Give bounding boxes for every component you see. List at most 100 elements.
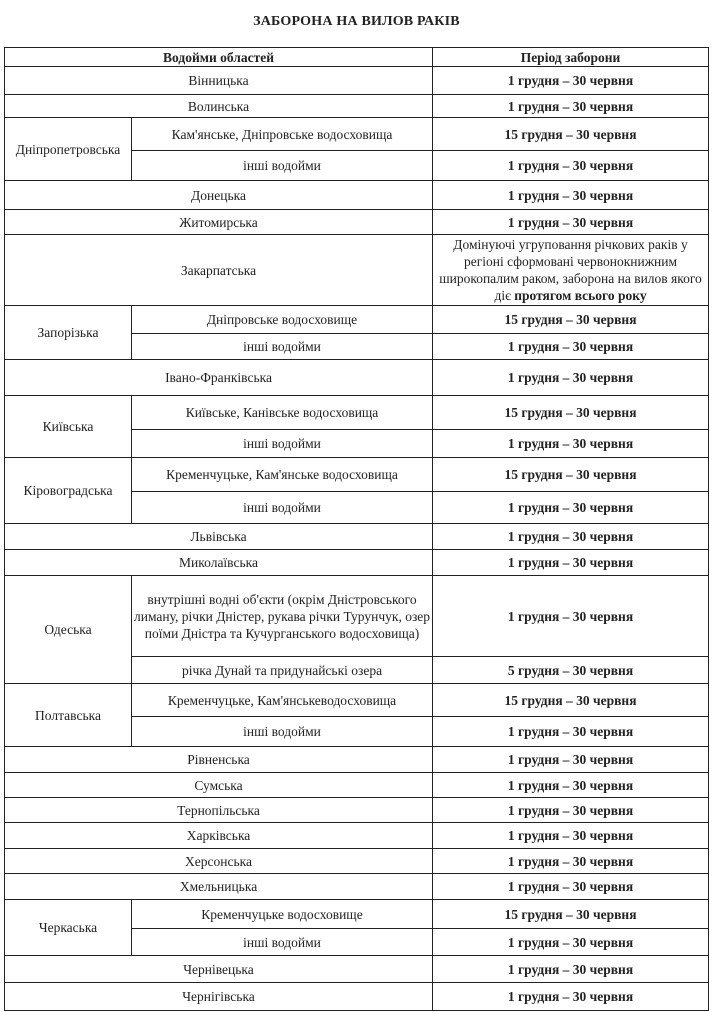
table-row: інші водойми 1 грудня – 30 червня <box>5 333 710 360</box>
header-waters: Водойми областей <box>3 47 434 67</box>
water-body-cell: інші водойми <box>130 716 434 747</box>
region-cell: Вінницька <box>3 66 434 95</box>
header-period: Період заборони <box>432 47 710 67</box>
region-cell: Полтавська <box>4 683 132 747</box>
period-cell: Домінуючі угруповання річкових раків у р… <box>432 234 710 306</box>
period-cell: 1 грудня – 30 червня <box>432 94 710 118</box>
table-row: Миколаївська 1 грудня – 30 червня <box>3 549 710 576</box>
period-cell: 1 грудня – 30 червня <box>432 928 710 956</box>
region-cell: Житомирська <box>3 209 434 235</box>
region-cell: Кіровоградська <box>4 457 132 524</box>
crayfish-ban-table: Водойми областей Період заборони Вінниць… <box>3 47 710 1011</box>
table-row: Кіровоградська Кременчуцьке, Кам'янське в… <box>4 457 710 524</box>
period-cell: 1 грудня – 30 червня <box>432 575 710 657</box>
water-body-cell: річка Дунай та придунайські озера <box>130 656 434 684</box>
period-cell: 1 грудня – 30 червня <box>432 359 710 396</box>
water-body-cell: Дніпровське водосховище <box>130 305 434 334</box>
water-body-cell: Кременчуцьке, Кам'янськеводосховища <box>130 683 434 717</box>
region-cell: Запорізька <box>4 305 132 360</box>
period-cell: 1 грудня – 30 червня <box>432 66 710 95</box>
water-body-cell: Кременчуцьке, Кам'янське водосховища <box>130 457 434 492</box>
table-row: Київська Київське, Канівське водосховища 1… <box>4 395 710 458</box>
period-cell: 1 грудня – 30 червня <box>432 333 710 360</box>
period-cell: 1 грудня – 30 червня <box>432 180 710 210</box>
period-cell: 1 грудня – 30 червня <box>432 150 710 181</box>
period-cell: 1 грудня – 30 червня <box>432 772 710 798</box>
water-body-cell: Кам'янське, Дніпровське водосховища <box>130 117 434 151</box>
period-cell: 1 грудня – 30 червня <box>432 209 710 235</box>
table-row: Дніпропетровська Кам'янське, Дніпровське … <box>4 117 710 181</box>
table-row: Івано-Франківська 1 грудня – 30 червня <box>3 359 710 396</box>
region-cell: Київська <box>4 395 132 458</box>
table-row: Житомирська 1 грудня – 30 червня <box>3 209 710 235</box>
table-row: Волинська 1 грудня – 30 червня <box>3 94 710 118</box>
region-cell: Донецька <box>3 180 434 210</box>
table-row: Рівненська 1 грудня – 30 червня <box>3 746 710 773</box>
table-row: Чернівецька 1 грудня – 30 червня <box>3 955 710 983</box>
table-row: Одеська внутрішні водні об'єкти (окрім Дн… <box>4 575 710 684</box>
region-cell: Черкаська <box>4 899 132 956</box>
water-body-cell: інші водойми <box>130 491 434 524</box>
region-cell: Чернігівська <box>3 982 434 1011</box>
period-cell: 1 грудня – 30 червня <box>432 982 710 1011</box>
region-cell: Волинська <box>3 94 434 118</box>
period-cell: 1 грудня – 30 червня <box>432 848 710 874</box>
period-cell: 15 грудня – 30 червня <box>432 395 710 430</box>
period-cell: 1 грудня – 30 червня <box>432 429 710 458</box>
region-cell: Харківська <box>3 822 434 849</box>
table-row: Закарпатська Домінуючі угруповання річков… <box>3 234 710 306</box>
region-cell: Хмельницька <box>3 873 434 900</box>
period-cell: 5 грудня – 30 червня <box>432 656 710 684</box>
period-note: Домінуючі угруповання річкових раків у р… <box>439 237 702 303</box>
table-row: Донецька 1 грудня – 30 червня <box>3 180 710 210</box>
water-body-cell: Київське, Канівське водосховища <box>130 395 434 430</box>
table-row: річка Дунай та придунайські озера 5 грудн… <box>5 656 710 684</box>
period-cell: 1 грудня – 30 червня <box>432 549 710 576</box>
period-cell: 1 грудня – 30 червня <box>432 746 710 773</box>
period-cell: 1 грудня – 30 червня <box>432 491 710 524</box>
table-row: інші водойми 1 грудня – 30 червня <box>5 928 710 956</box>
water-body-cell: Кременчуцьке водосховище <box>130 899 434 929</box>
page-title: ЗАБОРОНА НА ВИЛОВ РАКІВ <box>253 14 460 29</box>
table-row: Тернопільська 1 грудня – 30 червня <box>3 797 710 823</box>
table-row: Запорізька Дніпровське водосховище 15 груд… <box>4 305 710 360</box>
region-cell: Тернопільська <box>3 797 434 823</box>
water-body-cell: інші водойми <box>130 150 434 181</box>
period-cell: 1 грудня – 30 червня <box>432 955 710 983</box>
period-value: протягом всього року <box>514 288 647 303</box>
water-body-cell: інші водойми <box>130 429 434 458</box>
table-row: Полтавська Кременчуцьке, Кам'янськеводосх… <box>4 683 710 747</box>
table-row: Харківська 1 грудня – 30 червня <box>3 822 710 849</box>
period-cell: 1 грудня – 30 червня <box>432 822 710 849</box>
period-cell: 15 грудня – 30 червня <box>432 683 710 717</box>
table-header-row: Водойми областей Період заборони <box>3 47 710 67</box>
period-cell: 1 грудня – 30 червня <box>432 797 710 823</box>
table-row: інші водойми 1 грудня – 30 червня <box>5 150 710 181</box>
table-row: Чернігівська 1 грудня – 30 червня <box>3 982 710 1011</box>
table-row: інші водойми 1 грудня – 30 червня <box>5 429 710 458</box>
water-body-cell: інші водойми <box>130 333 434 360</box>
table-row: Львівська 1 грудня – 30 червня <box>3 523 710 550</box>
region-cell: Херсонська <box>3 848 434 874</box>
region-cell: Чернівецька <box>3 955 434 983</box>
region-cell: Миколаївська <box>3 549 434 576</box>
period-cell: 1 грудня – 30 червня <box>432 716 710 747</box>
region-cell: Закарпатська <box>3 234 434 306</box>
table-row: інші водойми 1 грудня – 30 червня <box>5 491 710 524</box>
period-cell: 15 грудня – 30 червня <box>432 305 710 334</box>
table-row: Хмельницька 1 грудня – 30 червня <box>3 873 710 900</box>
table-row: Черкаська Кременчуцьке водосховище 15 груд… <box>4 899 710 956</box>
water-body-cell: внутрішні водні об'єкти (окрім Дністровс… <box>130 575 434 657</box>
region-cell: Одеська <box>4 575 132 684</box>
region-cell: Дніпропетровська <box>4 117 132 181</box>
region-cell: Сумська <box>3 772 434 798</box>
period-cell: 15 грудня – 30 червня <box>432 457 710 492</box>
period-cell: 15 грудня – 30 червня <box>432 117 710 151</box>
period-cell: 15 грудня – 30 червня <box>432 899 710 929</box>
region-cell: Рівненська <box>3 746 434 773</box>
period-cell: 1 грудня – 30 червня <box>432 873 710 900</box>
table-row: Вінницька 1 грудня – 30 червня <box>3 66 710 95</box>
table-row: Херсонська 1 грудня – 30 червня <box>3 848 710 874</box>
period-cell: 1 грудня – 30 червня <box>432 523 710 550</box>
table-row: Сумська 1 грудня – 30 червня <box>3 772 710 798</box>
